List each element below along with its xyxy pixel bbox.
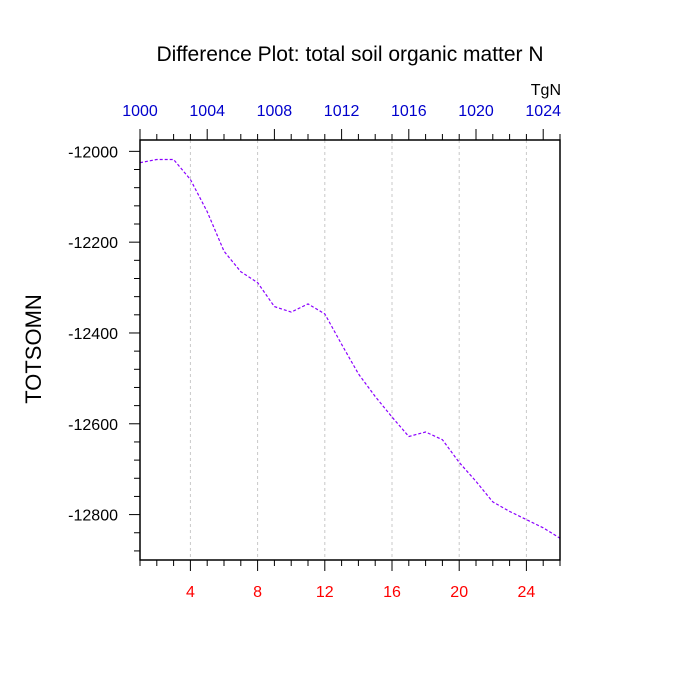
left-tick-label: -12400 (68, 326, 118, 343)
top-tick-label: 1024 (525, 103, 561, 120)
top-tick-label: 1012 (324, 103, 360, 120)
chart-title: Difference Plot: total soil organic matt… (156, 43, 543, 66)
plot-frame (139, 139, 561, 561)
y-axis-label: TOTSOMN (21, 294, 46, 404)
grid (189, 140, 527, 560)
left-tick-label: -12800 (68, 508, 118, 525)
top-tick-label: 1016 (391, 103, 427, 120)
top-tick-label: 1008 (257, 103, 293, 120)
bottom-tick-label: 24 (518, 584, 536, 601)
series (139, 158, 561, 539)
bottom-tick-label: 12 (316, 584, 334, 601)
top-tick-label: 1004 (189, 103, 225, 120)
units-label: TgN (531, 82, 561, 99)
bottom-tick-label: 16 (383, 584, 401, 601)
top-tick-label: 1020 (458, 103, 494, 120)
bottom-tick-label: 8 (253, 584, 262, 601)
bottom-tick-label: 4 (186, 584, 195, 601)
axes: 4 8 12 16 20 24 1000 1004 1008 1012 1016 1020 1024 -1… (68, 103, 561, 601)
left-tick-label: -12600 (68, 417, 118, 434)
left-tick-label: -12200 (68, 235, 118, 252)
left-tick-label: -12000 (68, 144, 118, 161)
series-line (139, 158, 561, 539)
top-tick-label: 1000 (122, 103, 158, 120)
bottom-tick-label: 20 (450, 584, 468, 601)
